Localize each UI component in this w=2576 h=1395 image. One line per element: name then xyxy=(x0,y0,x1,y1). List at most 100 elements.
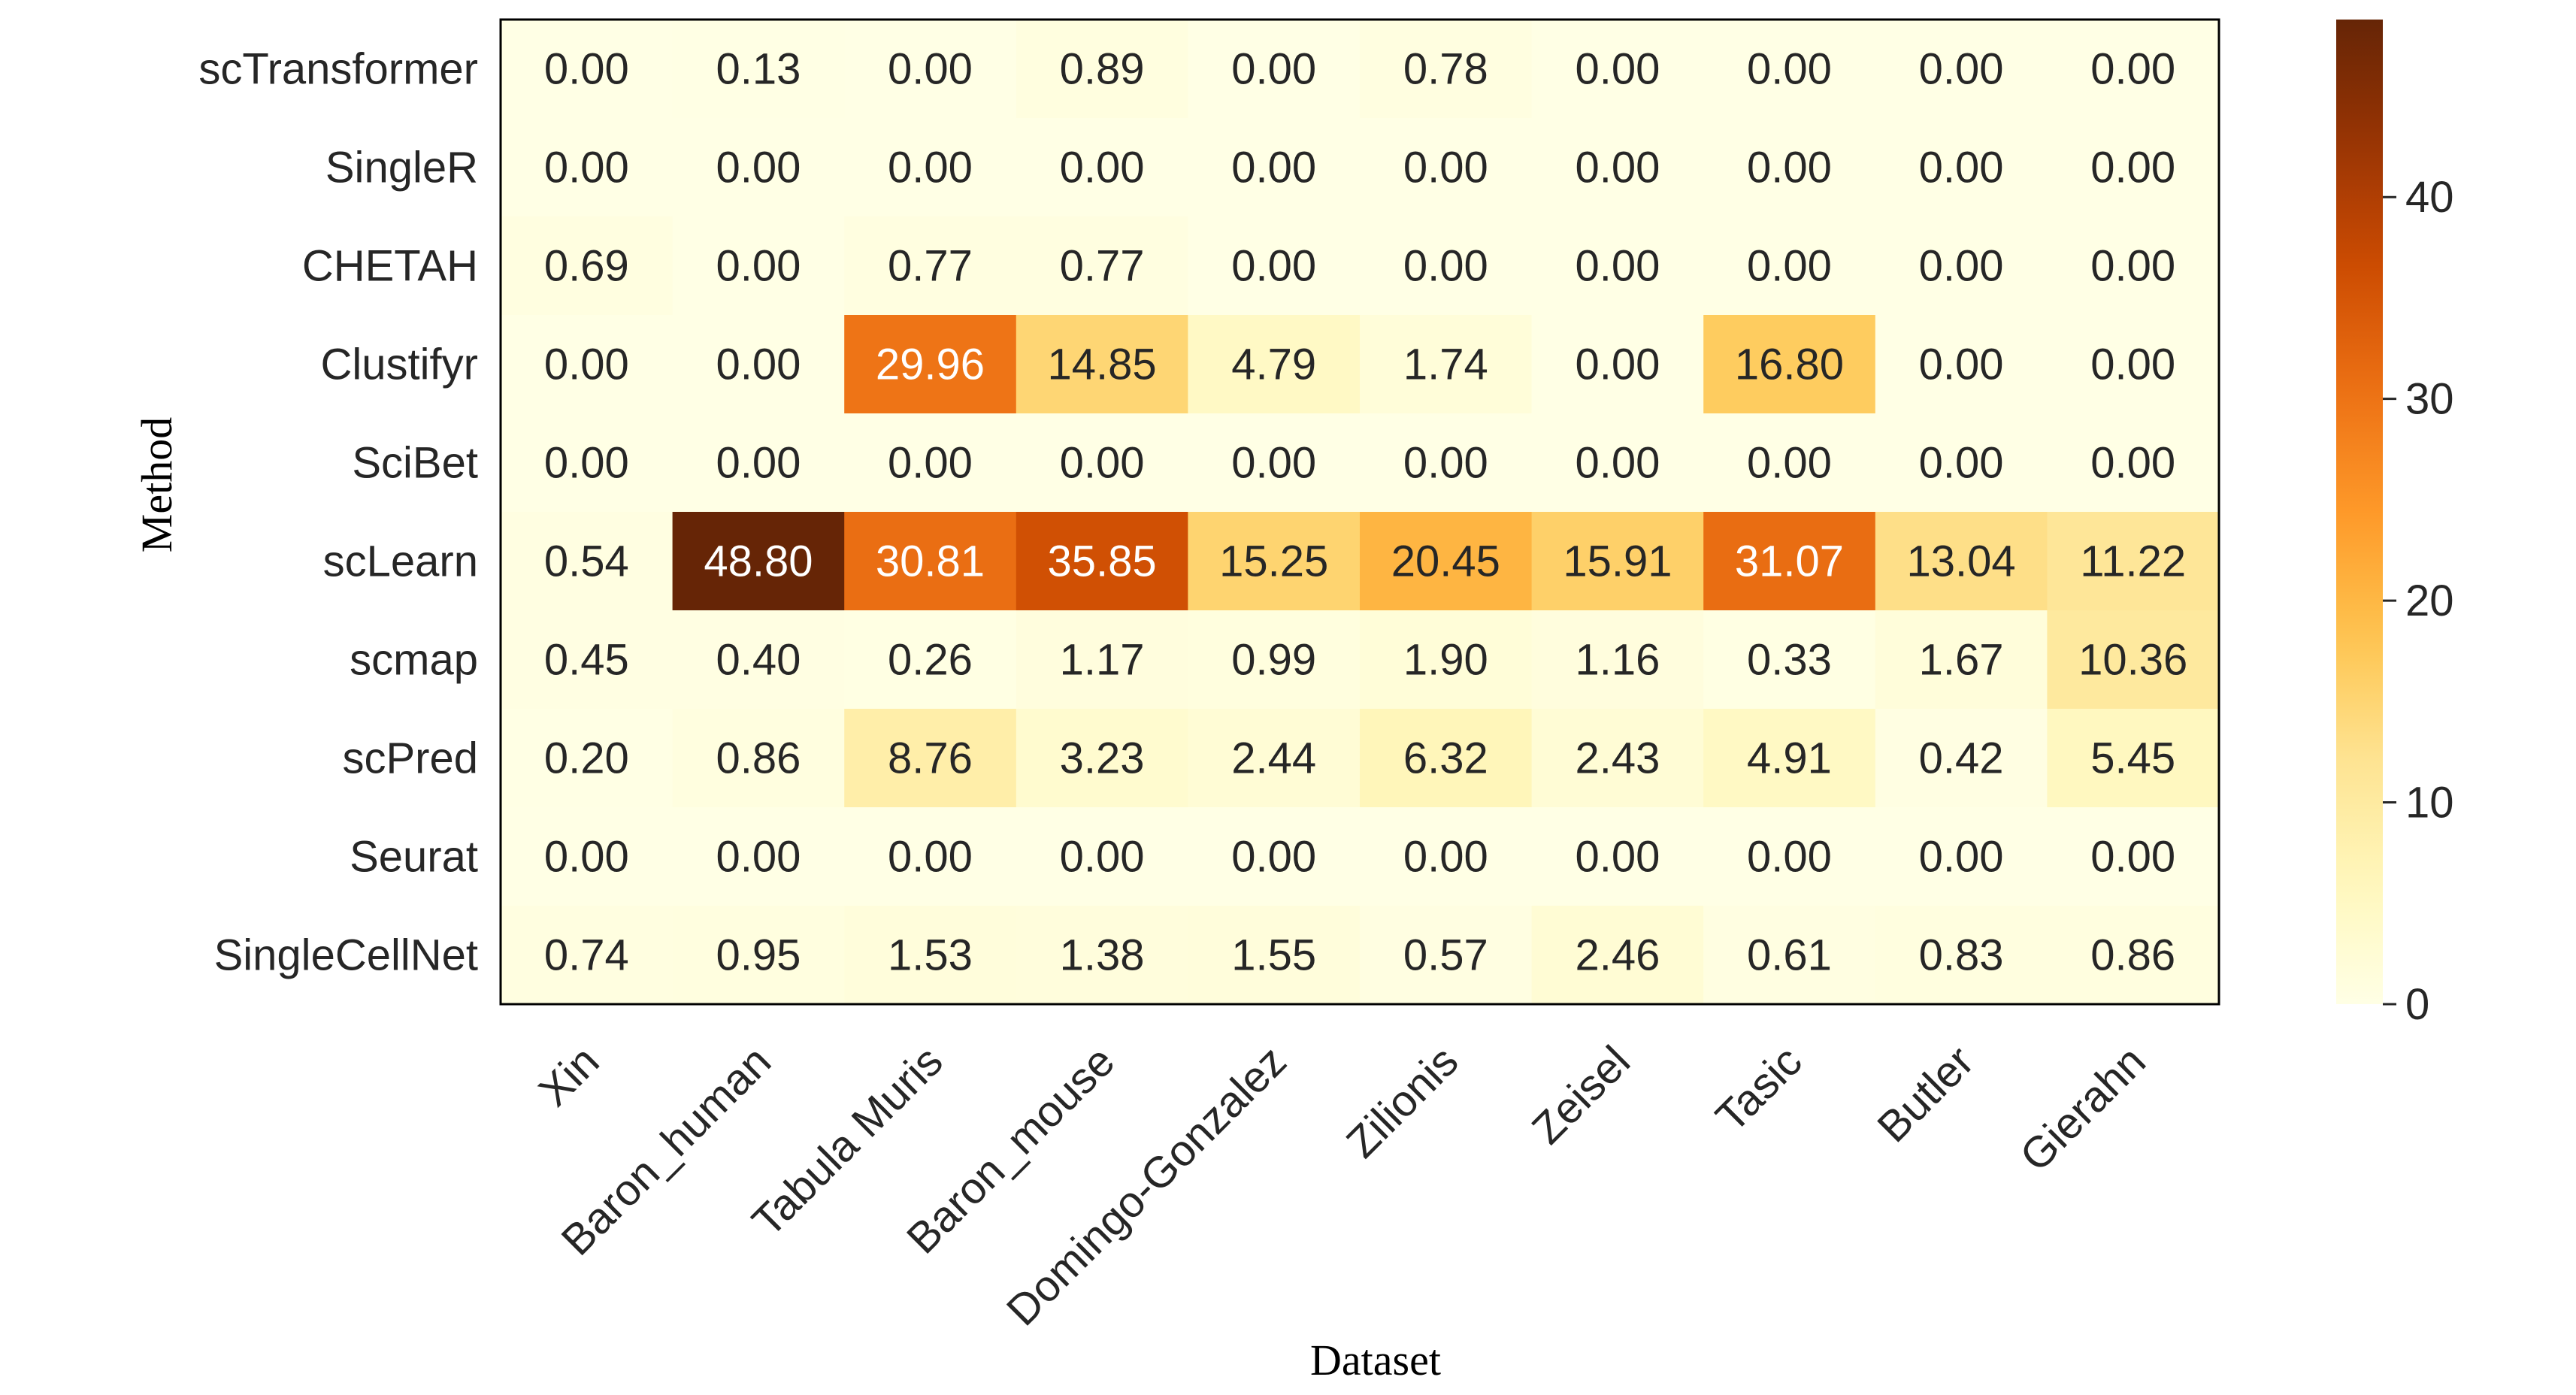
cell-value-label: 0.00 xyxy=(1231,439,1316,488)
cell-value-label: 0.00 xyxy=(1403,242,1488,291)
cell-value-label: 5.45 xyxy=(2090,734,2175,783)
cell-value-label: 1.67 xyxy=(1919,636,2004,685)
heatmap-cell xyxy=(501,118,674,217)
cell-value-label: 0.00 xyxy=(1747,45,1832,94)
colorbar-tick-label: 30 xyxy=(2405,375,2454,424)
cell-value-label: 0.42 xyxy=(1919,734,2004,783)
cell-value-label: 0.00 xyxy=(544,833,629,882)
cell-value-label: 4.79 xyxy=(1231,340,1316,389)
cell-value-label: 6.32 xyxy=(1403,734,1488,783)
heatmap-cell xyxy=(2047,709,2220,808)
heatmap-cell xyxy=(1016,118,1188,217)
cell-value-label: 1.55 xyxy=(1231,931,1316,980)
colorbar-tick-label: 20 xyxy=(2405,576,2454,625)
cell-value-label: 0.00 xyxy=(2090,45,2175,94)
heatmap-cell xyxy=(1703,20,1876,119)
cell-value-label: 0.77 xyxy=(1060,242,1145,291)
cell-value-label: 0.77 xyxy=(888,242,973,291)
cell-value-label: 0.00 xyxy=(888,144,973,192)
heatmap-cell xyxy=(501,315,674,414)
heatmap-cell xyxy=(844,512,1017,611)
heatmap-cell xyxy=(1188,315,1361,414)
heatmap-cell xyxy=(1875,20,2048,119)
cell-value-label: 0.54 xyxy=(544,537,629,586)
cell-value-label: 0.00 xyxy=(1575,242,1660,291)
heatmap-cell xyxy=(1188,216,1361,316)
heatmap-cell xyxy=(1531,118,1704,217)
cell-value-label: 15.25 xyxy=(1219,537,1328,586)
cell-value-label: 0.00 xyxy=(2090,340,2175,389)
heatmap-cell xyxy=(1531,709,1704,808)
heatmap-cell xyxy=(672,512,845,611)
cell-value-label: 0.00 xyxy=(1060,833,1145,882)
cell-value-label: 0.20 xyxy=(544,734,629,783)
cell-value-label: 1.53 xyxy=(888,931,973,980)
cell-value-label: 0.00 xyxy=(1575,833,1660,882)
cell-value-label: 0.00 xyxy=(1575,340,1660,389)
column-label: Tasic xyxy=(1706,1036,1811,1141)
heatmap-cell xyxy=(1016,216,1188,316)
heatmap-cell xyxy=(1703,118,1876,217)
cell-value-label: 1.74 xyxy=(1403,340,1488,389)
heatmap-cell xyxy=(1360,807,1533,906)
heatmap-cell xyxy=(1360,315,1533,414)
heatmap-cell xyxy=(1360,413,1533,513)
heatmap-cell xyxy=(1703,413,1876,513)
cell-value-label: 0.00 xyxy=(1919,242,2004,291)
cell-value-label: 13.04 xyxy=(1907,537,2016,586)
cell-value-label: 0.95 xyxy=(716,931,801,980)
cell-value-label: 1.38 xyxy=(1060,931,1145,980)
cell-value-label: 0.00 xyxy=(1919,340,2004,389)
colorbar-ticks: 0 10 20 30 40 xyxy=(2383,173,2454,1029)
heatmap-cell xyxy=(1016,413,1188,513)
cell-value-label: 0.00 xyxy=(1231,833,1316,882)
heatmap-cell xyxy=(1531,512,1704,611)
heatmap-cell xyxy=(501,20,674,119)
cell-value-label: 0.00 xyxy=(544,340,629,389)
heatmap-cell xyxy=(1875,807,2048,906)
heatmap-cell xyxy=(1360,610,1533,710)
heatmap-cell xyxy=(1188,512,1361,611)
heatmap-cell xyxy=(844,906,1017,1005)
cell-value-label: 0.00 xyxy=(2090,242,2175,291)
heatmap-cell-labels: 0.00 0.13 0.00 0.89 0.00 0.78 0.00 0.00 0.00 0.00… xyxy=(544,45,2187,980)
cell-value-label: 0.00 xyxy=(716,439,801,488)
cell-value-label: 1.16 xyxy=(1575,636,1660,685)
cell-value-label: 0.00 xyxy=(888,439,973,488)
heatmap-cell xyxy=(672,413,845,513)
row-label: SciBet xyxy=(352,439,478,488)
heatmap-cell xyxy=(2047,807,2220,906)
row-label: scPred xyxy=(342,734,478,783)
heatmap-cell xyxy=(1703,807,1876,906)
cell-value-label: 0.00 xyxy=(1575,45,1660,94)
heatmap-cell xyxy=(1875,216,2048,316)
cell-value-label: 0.00 xyxy=(716,340,801,389)
heatmap-cell xyxy=(1016,20,1188,119)
cell-value-label: 11.22 xyxy=(2080,537,2186,586)
cell-value-label: 20.45 xyxy=(1391,537,1500,586)
cell-value-label: 2.46 xyxy=(1575,931,1660,980)
colorbar xyxy=(2336,20,2383,1004)
heatmap-cell xyxy=(1016,512,1188,611)
cell-value-label: 0.00 xyxy=(1231,45,1316,94)
column-label: Xin xyxy=(529,1036,608,1115)
cell-value-label: 0.00 xyxy=(1919,439,2004,488)
cell-value-label: 29.96 xyxy=(876,340,985,389)
heatmap-cell xyxy=(501,610,674,710)
cell-value-label: 0.99 xyxy=(1231,636,1316,685)
cell-value-label: 0.00 xyxy=(1403,439,1488,488)
cell-value-label: 4.91 xyxy=(1747,734,1832,783)
heatmap-cell xyxy=(1016,807,1188,906)
cell-value-label: 48.80 xyxy=(704,537,813,586)
heatmap-cell xyxy=(2047,413,2220,513)
cell-value-label: 0.00 xyxy=(888,45,973,94)
cell-value-label: 0.00 xyxy=(2090,144,2175,192)
heatmap-cell xyxy=(1188,906,1361,1005)
heatmap-cell xyxy=(501,216,674,316)
heatmap-cell xyxy=(1703,512,1876,611)
heatmap-cell xyxy=(1531,216,1704,316)
heatmap-cell xyxy=(1360,512,1533,611)
cell-value-label: 0.00 xyxy=(716,144,801,192)
cell-value-label: 0.00 xyxy=(716,242,801,291)
heatmap-cell xyxy=(1703,610,1876,710)
